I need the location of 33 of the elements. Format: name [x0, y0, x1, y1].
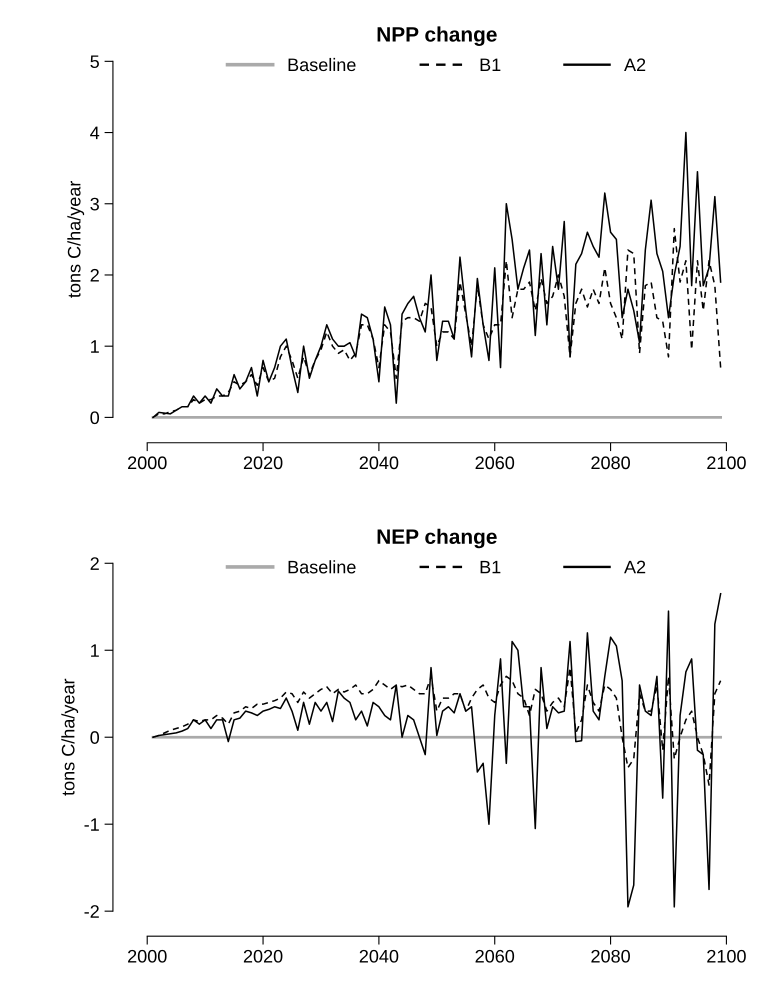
legend-label: A2 — [624, 560, 646, 574]
y-tick-label: 2 — [90, 557, 99, 570]
legend-label: A2 — [624, 58, 646, 72]
x-tick-label: 2040 — [360, 950, 398, 963]
y-axis-title: tons C/ha/year — [61, 678, 78, 796]
x-tick-label: 2100 — [707, 950, 746, 963]
y-tick-label: 4 — [90, 126, 100, 140]
y-tick-label: 0 — [90, 411, 100, 424]
x-tick-label: 2060 — [476, 456, 514, 470]
x-tick-label: 2080 — [591, 950, 630, 963]
x-tick-label: 2020 — [244, 950, 282, 963]
chart-title: NPP change — [378, 26, 497, 46]
y-tick-label: -1 — [84, 818, 99, 831]
chart-title: NEP change — [378, 528, 497, 548]
legend-label: Baseline — [288, 58, 356, 72]
y-tick-label: 1 — [91, 644, 99, 657]
y-tick-label: 2 — [90, 268, 99, 282]
y-tick-label: 5 — [90, 55, 99, 68]
y-tick-label: 0 — [90, 731, 100, 744]
y-tick-label: -2 — [84, 905, 99, 918]
y-tick-label: 3 — [90, 198, 99, 210]
x-tick-label: 2020 — [244, 456, 282, 470]
x-tick-label: 2060 — [476, 950, 514, 963]
x-tick-label: 2000 — [128, 456, 167, 470]
legend-label: B1 — [480, 560, 500, 574]
x-tick-label: 2040 — [360, 456, 398, 470]
y-tick-label: 1 — [91, 340, 99, 353]
y-axis-title: tons C/ha/year — [67, 180, 84, 298]
legend-label: Baseline — [288, 560, 356, 574]
x-tick-label: 2000 — [128, 950, 167, 963]
legend-label: B1 — [480, 58, 500, 72]
x-tick-label: 2080 — [591, 456, 630, 470]
x-tick-label: 2100 — [707, 456, 746, 470]
